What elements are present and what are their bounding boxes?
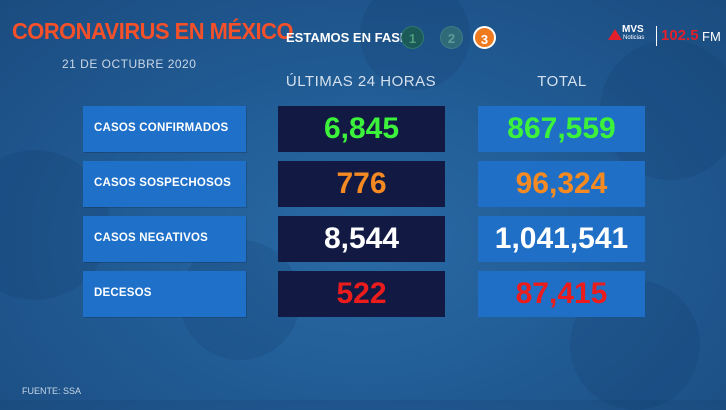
- logo-frequency: 102.5: [661, 27, 699, 44]
- value-last-24h: 6,845: [278, 106, 445, 152]
- phase-3-badge-active: 3: [473, 26, 496, 49]
- row-label: CASOS SOSPECHOSOS: [94, 177, 231, 189]
- mvs-logo: MVS Noticias 102.5 FM: [606, 24, 721, 48]
- value-last-24h: 522: [278, 271, 445, 317]
- row-label-box: CASOS CONFIRMADOS: [83, 106, 246, 152]
- logo-triangle-icon: [608, 29, 622, 40]
- phase-1-badge: 1: [401, 26, 424, 49]
- logo-brand: MVS: [622, 24, 644, 35]
- page-title: CORONAVIRUS EN MÉXICO: [12, 18, 293, 44]
- logo-band: FM: [702, 29, 721, 44]
- value-last-24h: 776: [278, 161, 445, 207]
- column-header-last-24h: ÚLTIMAS 24 HORAS: [285, 73, 437, 90]
- row-deaths: DECESOS 522 87,415: [0, 271, 726, 317]
- row-label: CASOS CONFIRMADOS: [94, 122, 229, 134]
- value-total: 867,559: [478, 106, 645, 152]
- row-label-box: DECESOS: [83, 271, 246, 317]
- row-suspected: CASOS SOSPECHOSOS 776 96,324: [0, 161, 726, 207]
- phase-2-badge: 2: [440, 26, 463, 49]
- value-total: 96,324: [478, 161, 645, 207]
- report-date: 21 DE OCTUBRE 2020: [62, 57, 197, 71]
- logo-divider: [656, 26, 657, 46]
- row-label-box: CASOS NEGATIVOS: [83, 216, 246, 262]
- row-label: CASOS NEGATIVOS: [94, 232, 208, 244]
- row-label: DECESOS: [94, 287, 152, 299]
- value-last-24h: 8,544: [278, 216, 445, 262]
- row-label-box: CASOS SOSPECHOSOS: [83, 161, 246, 207]
- row-confirmed: CASOS CONFIRMADOS 6,845 867,559: [0, 106, 726, 152]
- row-negative: CASOS NEGATIVOS 8,544 1,041,541: [0, 216, 726, 262]
- column-header-total: TOTAL: [537, 73, 587, 90]
- source-note: FUENTE: SSA: [22, 386, 82, 396]
- phase-label: ESTAMOS EN FASE:: [286, 30, 413, 45]
- value-total: 1,041,541: [478, 216, 645, 262]
- logo-subtitle: Noticias: [623, 35, 645, 41]
- value-total: 87,415: [478, 271, 645, 317]
